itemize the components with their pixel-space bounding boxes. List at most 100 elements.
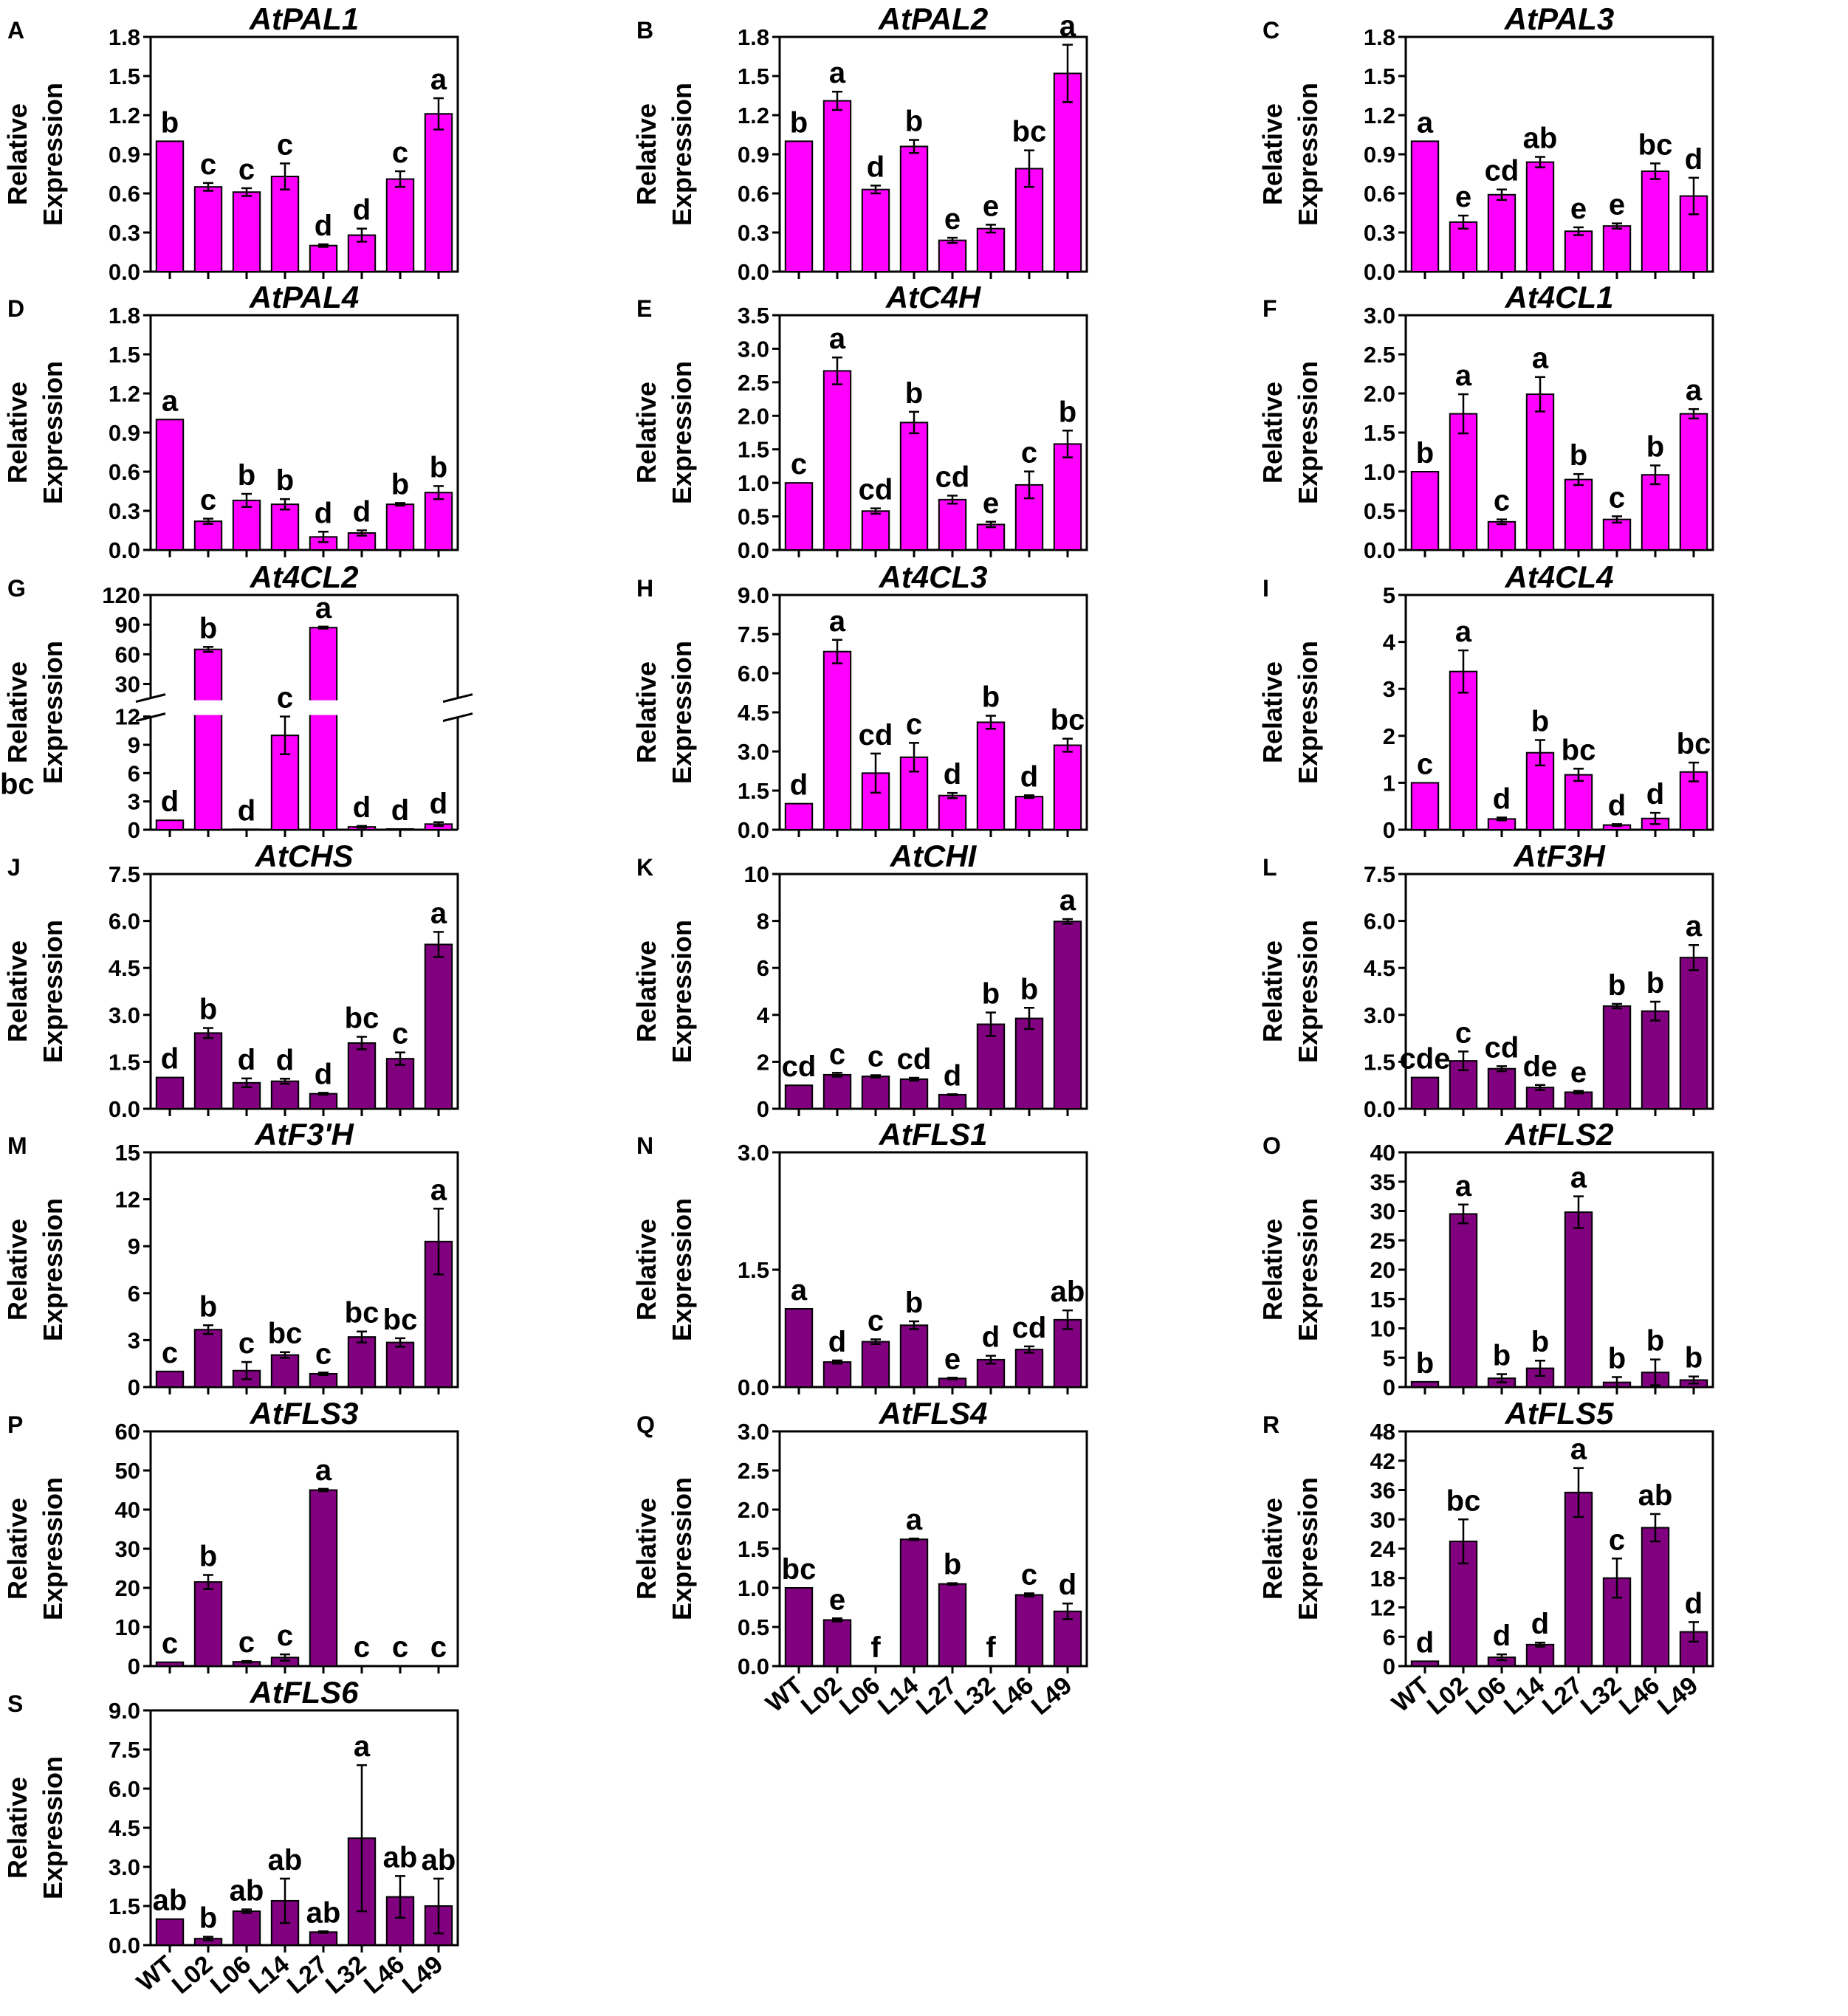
- significance-label: c: [277, 1620, 293, 1652]
- significance-label: b: [1020, 973, 1038, 1005]
- frame: [149, 873, 459, 1110]
- significance-label: b: [1646, 967, 1664, 1000]
- y-axis-label: Expression: [1293, 361, 1323, 504]
- significance-label: bc: [383, 1304, 418, 1336]
- axis-break: [135, 693, 166, 703]
- significance-label: b: [905, 377, 923, 410]
- panel-title: At4CL1: [1504, 280, 1613, 314]
- bar-L46: [1014, 796, 1044, 831]
- bar-L14: [1525, 161, 1555, 272]
- y-axis-label: Expression: [1293, 1198, 1323, 1341]
- y-tick-label: 2.0: [738, 403, 769, 429]
- y-tick-label: 1.0: [738, 1575, 769, 1601]
- y-tick-label: 7.5: [738, 622, 769, 647]
- y-tick-label: 1.2: [109, 103, 140, 128]
- panel-E: E AtC4H Relative Expression 0.0 0.5 1.0 1.5 2.0 2…: [631, 280, 1088, 563]
- y-tick-label: 5: [1383, 582, 1395, 608]
- panel-letter: F: [1263, 295, 1277, 322]
- significance-label: c: [868, 1304, 884, 1337]
- y-tick-label: 10: [115, 1614, 140, 1640]
- y-tick-label: 40: [1370, 1140, 1395, 1166]
- significance-label: d: [1685, 143, 1703, 176]
- y-tick-label: 3: [1383, 676, 1395, 702]
- bar-WT: [155, 140, 185, 272]
- y-tick-label: 0.6: [109, 459, 140, 485]
- y-tick-label: 0.0: [109, 537, 140, 563]
- y-axis-label: Expression: [667, 361, 697, 504]
- bar-WT: [1410, 140, 1440, 272]
- significance-label: a: [906, 1504, 923, 1536]
- y-tick-label: 2.5: [738, 370, 769, 396]
- panel-letter: I: [1263, 575, 1269, 602]
- bar-L46: [385, 503, 415, 551]
- y-tick-label: 35: [1370, 1169, 1395, 1195]
- bar-L49: [1053, 744, 1082, 831]
- panel-title: AtPAL3: [1504, 1, 1615, 36]
- bar-L27: [938, 1093, 967, 1110]
- bar-L06: [861, 1076, 890, 1110]
- bar-L14: [270, 1354, 300, 1389]
- bar-L46: [1641, 170, 1670, 272]
- y-tick-label: 3.0: [738, 1140, 769, 1166]
- significance-label: e: [829, 1583, 845, 1616]
- y-tick-label: 3.0: [109, 1854, 140, 1880]
- y-axis-label: Expression: [38, 1198, 68, 1341]
- significance-label: b: [1416, 1347, 1434, 1380]
- significance-label: a: [315, 592, 332, 625]
- significance-label: a: [1455, 616, 1472, 648]
- y-tick-label: 1.5: [109, 1049, 140, 1075]
- y-tick-label: 1.2: [109, 381, 140, 407]
- significance-label: d: [944, 758, 961, 791]
- significance-label: c: [238, 154, 255, 186]
- y-axis-label: Expression: [667, 1477, 697, 1620]
- panel-letter: E: [636, 295, 652, 322]
- bar-L49: [424, 113, 453, 272]
- panel-letter: H: [636, 575, 653, 602]
- y-tick-label: 1.2: [1364, 103, 1395, 128]
- y-tick-label: 6.0: [738, 661, 769, 687]
- y-tick-label: 3.5: [738, 303, 769, 328]
- bar-WT: [784, 140, 814, 272]
- significance-label: b: [199, 1290, 217, 1323]
- y-tick-label: 2.0: [738, 1497, 769, 1523]
- y-tick-label: 1.0: [1364, 459, 1395, 485]
- bar-WT: [155, 1661, 185, 1667]
- significance-label: c: [354, 1631, 370, 1663]
- bar-WT: [155, 1076, 185, 1110]
- significance-label: a: [829, 605, 846, 638]
- y-tick-label: 36: [1370, 1478, 1395, 1504]
- y-tick-label: 6: [128, 1281, 140, 1307]
- y-tick-label: 0.0: [109, 1933, 140, 1958]
- frame: [778, 873, 1088, 1110]
- y-tick-label: 15: [1370, 1287, 1395, 1313]
- x-tick-label: L49: [397, 1950, 448, 2000]
- y-tick-label: 0.3: [109, 498, 140, 524]
- significance-label: d: [238, 1044, 255, 1076]
- panel-title: AtC4H: [885, 280, 982, 314]
- significance-label: ab: [1638, 1479, 1673, 1512]
- bar-L02: [193, 520, 223, 551]
- bar-L46: [1641, 474, 1670, 551]
- significance-label: c: [1455, 1016, 1471, 1049]
- panel-title: AtFLS2: [1505, 1117, 1614, 1152]
- y-axis-label: Relative: [631, 661, 662, 763]
- y-tick-label: 10: [1370, 1316, 1395, 1342]
- y-tick-label: 3.0: [738, 739, 769, 765]
- y-tick-label: 0.9: [1364, 142, 1395, 168]
- y-tick-label: 3.0: [738, 336, 769, 362]
- frame: [1404, 594, 1714, 831]
- y-tick-label: 1.5: [1364, 420, 1395, 446]
- significance-label: b: [944, 1549, 961, 1581]
- significance-label: a: [829, 323, 846, 355]
- bar-L46: [385, 1058, 415, 1110]
- significance-label: d: [1416, 1626, 1434, 1659]
- bar-L14: [1525, 393, 1555, 551]
- significance-label: ab: [422, 1844, 456, 1876]
- significance-label: a: [1417, 106, 1434, 139]
- bar-L14: [270, 1080, 300, 1110]
- significance-label: d: [1685, 1587, 1703, 1620]
- significance-label: a: [1059, 884, 1076, 917]
- panel-title: AtFLS1: [879, 1117, 988, 1152]
